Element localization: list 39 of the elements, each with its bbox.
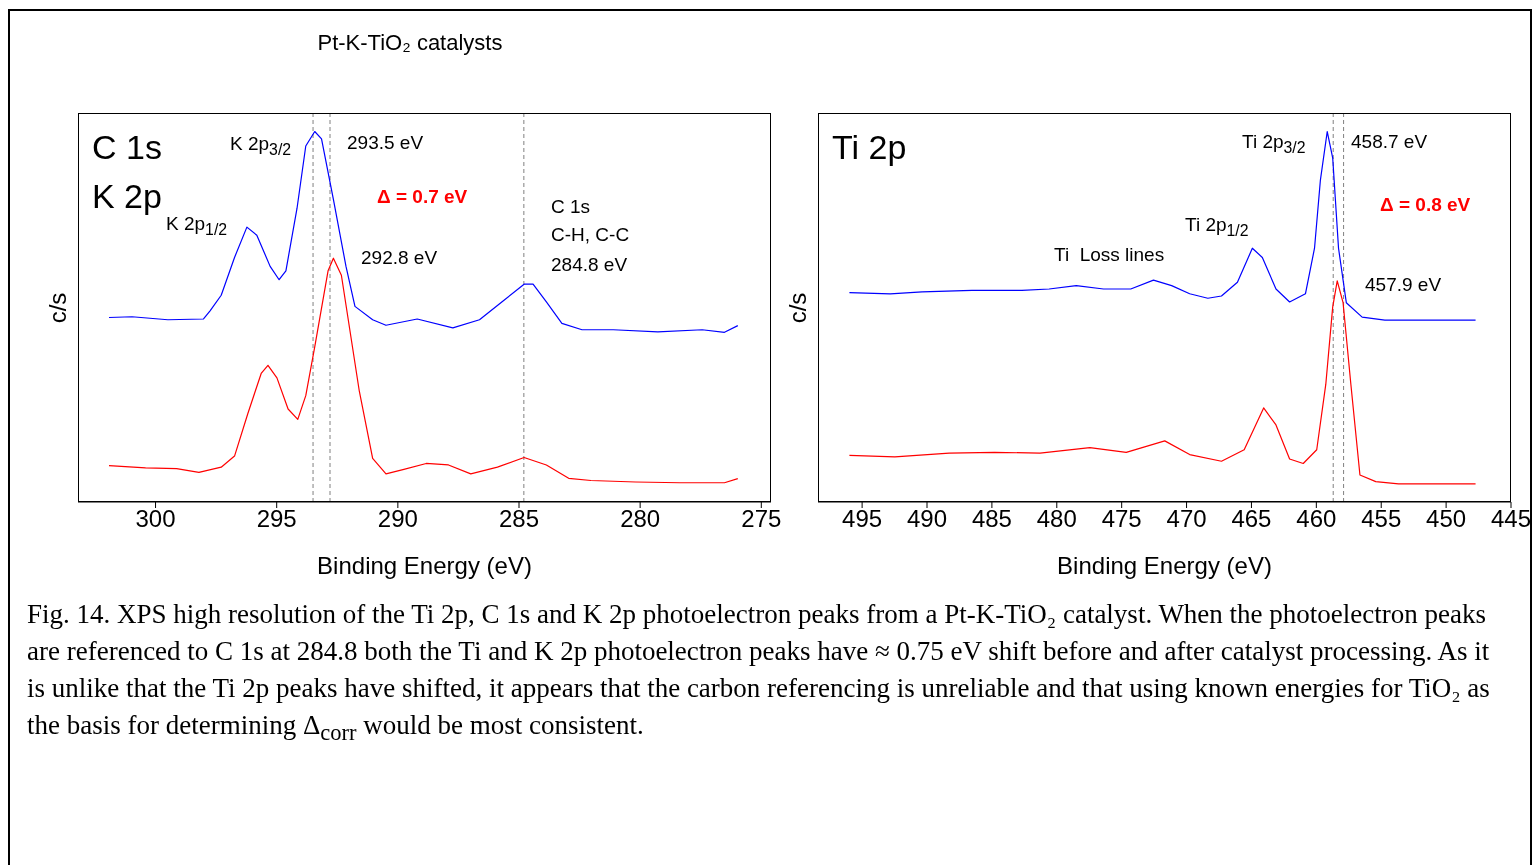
x-tick-label: 490 [906, 505, 948, 533]
annotation: Ti 2p$_{1/2}$ [1185, 214, 1249, 241]
x-tick-label: 485 [971, 505, 1012, 533]
chart-title: Ti 2p [832, 127, 907, 168]
x-tick-label: 275 [741, 505, 782, 533]
x-tick-label: 455 [1361, 505, 1402, 533]
caption: Fig. 14. XPS high resolution of the Ti 2p, C 1s and K 2p photoelectron peaks from a Pt-K-TiO₂ catalyst. When the photoelectron peaks are referenced to C 1s at 284.8 both the Ti and K 2p photoelectron peaks have ≈ 0.75 eV shift before and after catalyst processing. As it is unlike that the Ti 2p peaks have shifted, it appears that the carbon referencing is unreliable and that using known energies for TiO₂ as the basis for determining Δ$_{corr}$ would be most consistent. [27, 598, 1491, 748]
annotation: 458.7 eV [1351, 131, 1428, 153]
y-axis-title: c/s [784, 291, 812, 325]
text: C 1s K 2p [92, 127, 162, 217]
annotation: Ti Loss lines [1054, 244, 1165, 266]
x-tick-label: 300 [135, 505, 176, 533]
x-axis-title: Binding Energy (eV) [317, 552, 532, 579]
annotation: 293.5 eV [347, 132, 424, 154]
annotation: C-H, C-C [551, 224, 630, 246]
annotation: 457.9 eV [1365, 274, 1442, 296]
annotation: Ti 2p$_{3/2}$ [1242, 131, 1306, 158]
annotation: K 2p$_{1/2}$ [166, 213, 228, 240]
annotation: C 1s [551, 196, 591, 218]
x-tick-label: 445 [1490, 505, 1532, 533]
annotation: Δ = 0.8 eV [1380, 194, 1471, 216]
annotation: 292.8 eV [361, 247, 438, 269]
x-tick-label: 280 [620, 505, 661, 533]
x-tick-label: 295 [256, 505, 297, 533]
annotation: 284.8 eV [551, 254, 628, 276]
x-tick-label: 450 [1426, 505, 1467, 533]
x-tick-label: 290 [377, 505, 418, 533]
annotation: K 2p$_{3/2}$ [230, 133, 292, 160]
x-tick-label: 480 [1036, 505, 1077, 533]
x-tick-label: 475 [1101, 505, 1142, 533]
x-tick-label: 495 [842, 505, 883, 533]
x-axis-title: Binding Energy (eV) [1057, 552, 1272, 579]
annotation: Δ = 0.7 eV [377, 186, 468, 208]
y-axis-title: c/s [44, 291, 72, 325]
x-tick-label: 465 [1231, 505, 1272, 533]
x-tick-label: 460 [1296, 505, 1337, 533]
text: Pt-K-TiO₂ catalysts [316, 30, 504, 56]
x-tick-label: 285 [498, 505, 540, 533]
x-tick-label: 470 [1166, 505, 1207, 533]
